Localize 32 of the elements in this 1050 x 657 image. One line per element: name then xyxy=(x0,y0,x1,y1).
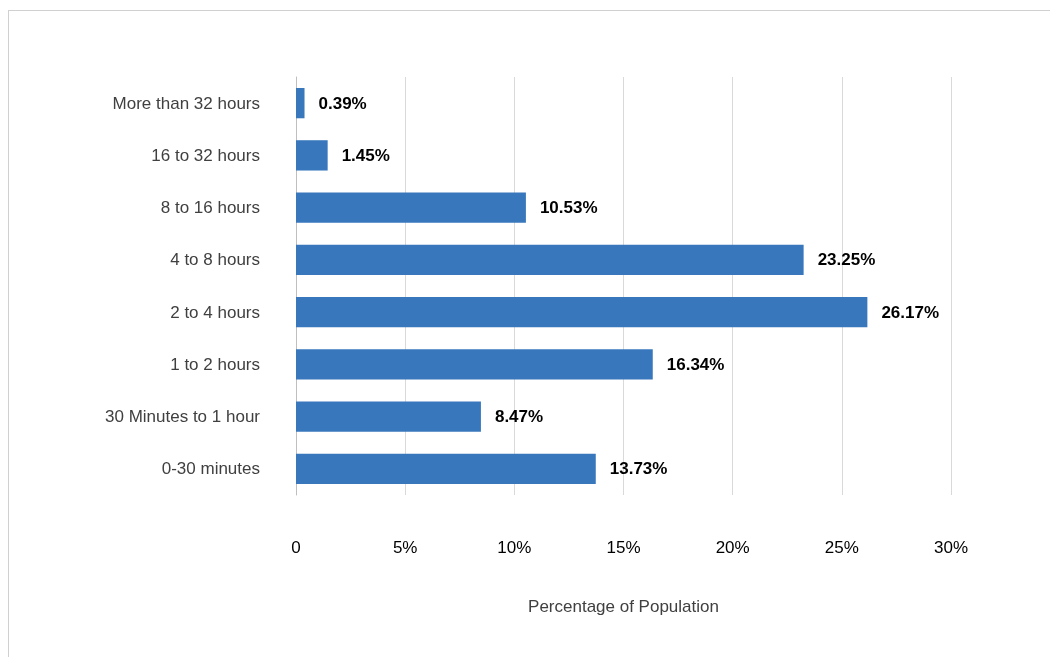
bar xyxy=(296,87,305,119)
bar xyxy=(296,401,481,432)
y-tick-label: More than 32 hours xyxy=(112,93,260,113)
bar xyxy=(296,349,653,380)
x-tick-label: 20% xyxy=(715,538,750,557)
x-tick-label: 10% xyxy=(497,538,532,557)
y-tick-label: 4 to 8 hours xyxy=(170,250,260,270)
x-axis-title: Percentage of Population xyxy=(528,597,719,616)
data-label: 16.34% xyxy=(666,354,725,374)
bar xyxy=(296,244,804,276)
y-tick-label: 1 to 2 hours xyxy=(170,354,260,374)
x-tick-label: 30% xyxy=(933,538,969,557)
x-tick-label: 5% xyxy=(392,538,418,557)
x-tick-label: 25% xyxy=(824,538,859,557)
x-tick-label: 0 xyxy=(291,538,301,557)
data-label: 1.45% xyxy=(341,145,390,165)
data-label: 13.73% xyxy=(609,459,668,479)
data-label: 10.53% xyxy=(539,198,598,218)
bar xyxy=(296,296,868,328)
y-tick-label: 16 to 32 hours xyxy=(151,145,260,165)
y-tick-label: 30 Minutes to 1 hour xyxy=(105,407,261,427)
bar xyxy=(296,453,596,485)
data-label: 26.17% xyxy=(881,302,940,322)
data-label: 8.47% xyxy=(494,407,544,427)
data-label: 0.39% xyxy=(318,93,367,113)
y-tick-label: 8 to 16 hours xyxy=(160,198,260,218)
x-tick-label: 15% xyxy=(606,538,641,557)
y-tick-label: 2 to 4 hours xyxy=(170,302,260,322)
y-tick-label: 0-30 minutes xyxy=(161,459,260,479)
bar xyxy=(296,192,526,223)
data-label: 23.25% xyxy=(817,250,876,270)
bar xyxy=(296,140,328,171)
